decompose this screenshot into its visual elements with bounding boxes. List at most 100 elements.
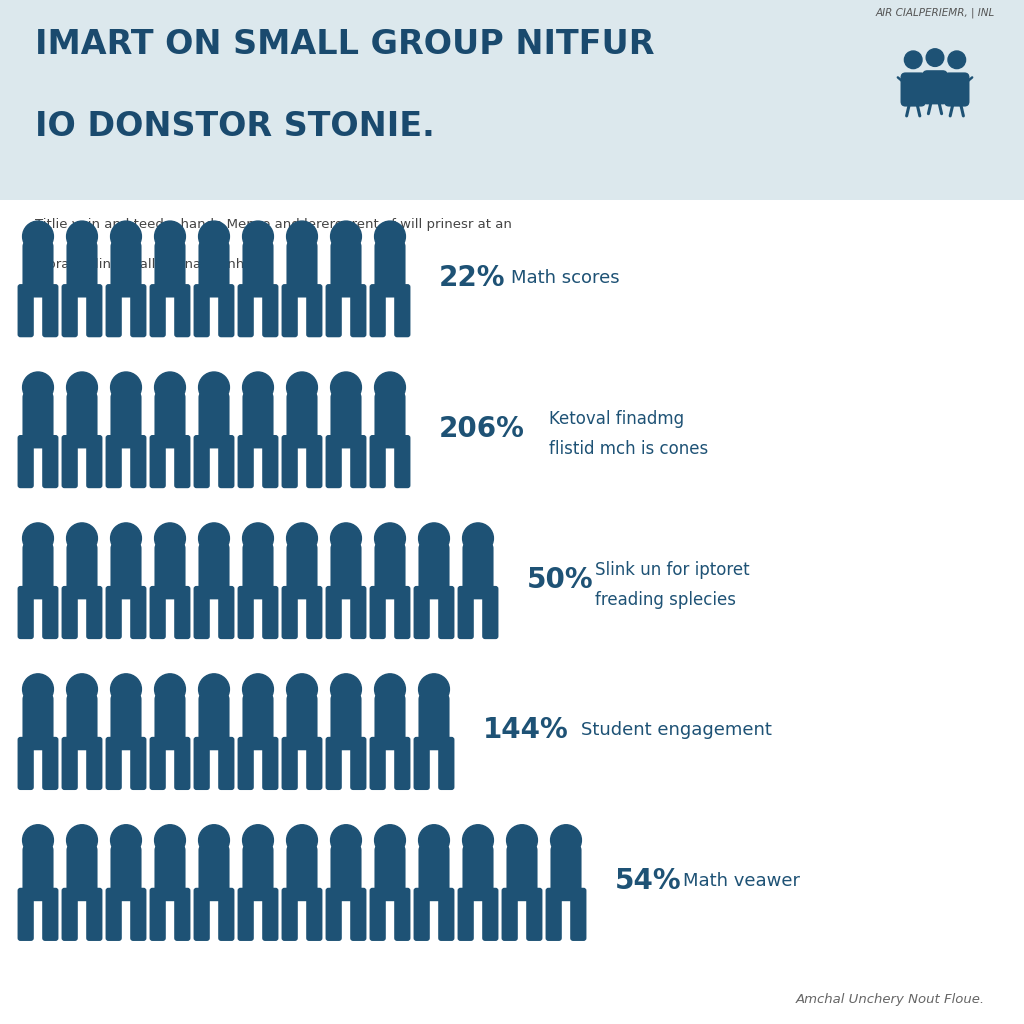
FancyBboxPatch shape (174, 737, 190, 791)
Circle shape (111, 674, 141, 705)
FancyBboxPatch shape (326, 284, 342, 337)
FancyBboxPatch shape (282, 435, 298, 488)
FancyBboxPatch shape (199, 543, 229, 599)
FancyBboxPatch shape (130, 586, 146, 639)
FancyBboxPatch shape (370, 888, 386, 941)
FancyBboxPatch shape (306, 284, 323, 337)
FancyBboxPatch shape (150, 284, 166, 337)
FancyBboxPatch shape (130, 435, 146, 488)
Circle shape (926, 49, 944, 67)
FancyBboxPatch shape (370, 586, 386, 639)
FancyBboxPatch shape (42, 737, 58, 791)
FancyBboxPatch shape (199, 242, 229, 298)
FancyBboxPatch shape (238, 586, 254, 639)
FancyBboxPatch shape (326, 435, 342, 488)
FancyBboxPatch shape (67, 694, 97, 751)
FancyBboxPatch shape (900, 73, 926, 106)
Circle shape (155, 674, 185, 705)
Text: inpramd line, fcall eminait fanh-rity.: inpramd line, fcall eminait fanh-rity. (35, 258, 273, 270)
Circle shape (375, 824, 406, 856)
FancyBboxPatch shape (67, 543, 97, 599)
FancyBboxPatch shape (375, 694, 406, 751)
FancyBboxPatch shape (17, 284, 34, 337)
Bar (0, 0, 1024, 200)
FancyBboxPatch shape (111, 392, 141, 449)
FancyBboxPatch shape (923, 71, 947, 104)
Text: 50%: 50% (527, 565, 594, 594)
FancyBboxPatch shape (111, 543, 141, 599)
FancyBboxPatch shape (370, 435, 386, 488)
FancyBboxPatch shape (326, 737, 342, 791)
FancyBboxPatch shape (394, 737, 411, 791)
FancyBboxPatch shape (306, 586, 323, 639)
Circle shape (331, 674, 361, 705)
Text: IMART ON SMALL GROUP NITFUR: IMART ON SMALL GROUP NITFUR (35, 28, 654, 61)
Circle shape (419, 824, 450, 856)
FancyBboxPatch shape (150, 737, 166, 791)
FancyBboxPatch shape (507, 845, 538, 901)
FancyBboxPatch shape (218, 435, 234, 488)
FancyBboxPatch shape (243, 242, 273, 298)
Circle shape (551, 824, 582, 856)
FancyBboxPatch shape (67, 242, 97, 298)
Circle shape (243, 674, 273, 705)
FancyBboxPatch shape (282, 284, 298, 337)
FancyBboxPatch shape (438, 737, 455, 791)
Circle shape (155, 824, 185, 856)
FancyBboxPatch shape (331, 845, 361, 901)
FancyBboxPatch shape (150, 586, 166, 639)
FancyBboxPatch shape (174, 888, 190, 941)
FancyBboxPatch shape (23, 392, 53, 449)
FancyBboxPatch shape (463, 845, 494, 901)
FancyBboxPatch shape (218, 586, 234, 639)
FancyBboxPatch shape (306, 435, 323, 488)
FancyBboxPatch shape (194, 586, 210, 639)
FancyBboxPatch shape (105, 435, 122, 488)
FancyBboxPatch shape (150, 435, 166, 488)
FancyBboxPatch shape (105, 586, 122, 639)
Circle shape (287, 674, 317, 705)
FancyBboxPatch shape (42, 435, 58, 488)
FancyBboxPatch shape (375, 242, 406, 298)
Circle shape (243, 523, 273, 554)
FancyBboxPatch shape (282, 586, 298, 639)
FancyBboxPatch shape (419, 543, 450, 599)
Circle shape (199, 674, 229, 705)
Circle shape (287, 523, 317, 554)
FancyBboxPatch shape (326, 888, 342, 941)
FancyBboxPatch shape (350, 284, 367, 337)
Text: Student engagement: Student engagement (581, 722, 772, 739)
Circle shape (111, 824, 141, 856)
FancyBboxPatch shape (262, 737, 279, 791)
Circle shape (23, 674, 53, 705)
FancyBboxPatch shape (218, 284, 234, 337)
FancyBboxPatch shape (331, 392, 361, 449)
FancyBboxPatch shape (23, 242, 53, 298)
FancyBboxPatch shape (218, 737, 234, 791)
FancyBboxPatch shape (438, 888, 455, 941)
Circle shape (375, 221, 406, 252)
FancyBboxPatch shape (111, 845, 141, 901)
FancyBboxPatch shape (287, 242, 317, 298)
FancyBboxPatch shape (306, 737, 323, 791)
FancyBboxPatch shape (61, 888, 78, 941)
FancyBboxPatch shape (61, 586, 78, 639)
FancyBboxPatch shape (42, 284, 58, 337)
FancyBboxPatch shape (414, 586, 430, 639)
FancyBboxPatch shape (375, 845, 406, 901)
Text: 144%: 144% (483, 717, 568, 744)
FancyBboxPatch shape (370, 284, 386, 337)
FancyBboxPatch shape (61, 284, 78, 337)
Text: Slink un for iptoret: Slink un for iptoret (595, 560, 750, 579)
FancyBboxPatch shape (86, 737, 102, 791)
Circle shape (375, 523, 406, 554)
FancyBboxPatch shape (105, 737, 122, 791)
FancyBboxPatch shape (174, 284, 190, 337)
FancyBboxPatch shape (199, 694, 229, 751)
FancyBboxPatch shape (238, 888, 254, 941)
FancyBboxPatch shape (944, 73, 970, 106)
FancyBboxPatch shape (570, 888, 587, 941)
FancyBboxPatch shape (350, 737, 367, 791)
FancyBboxPatch shape (105, 284, 122, 337)
Circle shape (331, 372, 361, 402)
